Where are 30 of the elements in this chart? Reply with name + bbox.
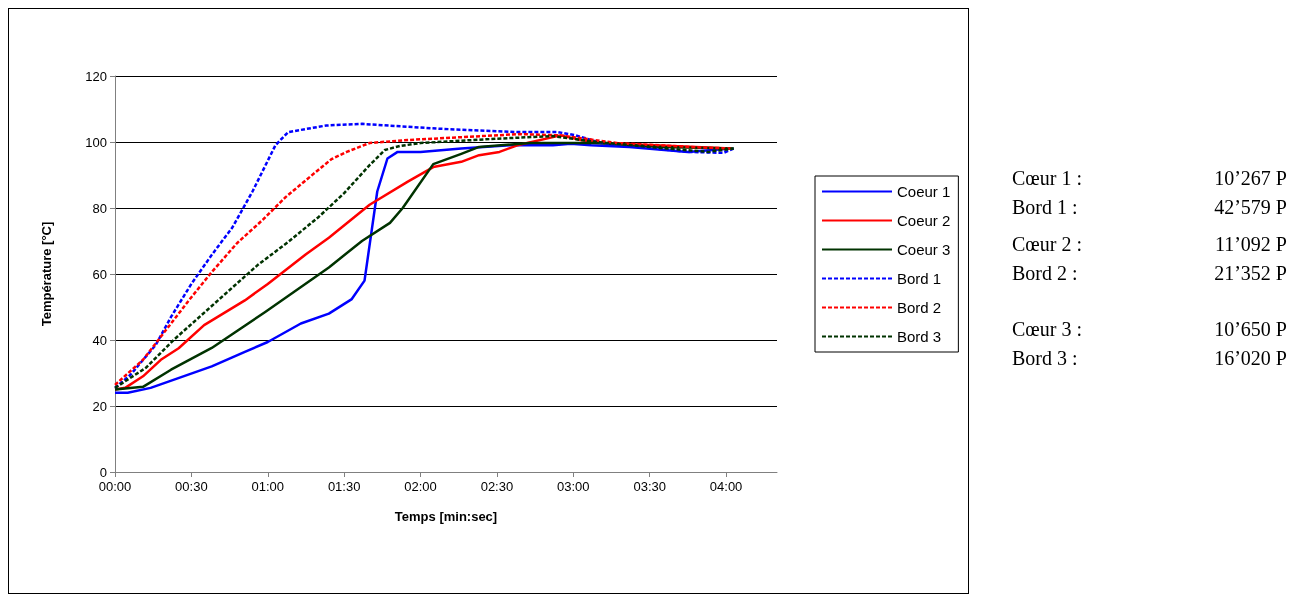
y-tick-label: 100 [85,134,107,150]
y-tick-label: 60 [92,266,107,282]
y-tick-label: 80 [92,200,107,216]
text: Bord 2 : 21’352 P [1012,262,1287,284]
legend-label: Coeur 2 [897,212,951,229]
x-tick-label: 03:30 [633,479,666,494]
text: Cœur 2 : 11’092 P [1012,233,1287,255]
text: Bord 3 : 16’020 P [1012,347,1287,369]
legend-label: Bord 3 [897,328,942,345]
legend-label: Bord 1 [897,270,942,287]
x-tick-label: 01:30 [327,479,361,494]
legend-label: Coeur 1 [897,183,951,200]
x-tick-label: 00:30 [175,479,208,494]
legend-label: Coeur 3 [897,241,951,258]
x-tick-label: 01:00 [251,479,285,494]
y-tick-label: 0 [99,464,107,480]
text: Cœur 3 : 10’650 P [1012,318,1287,340]
x-tick-label: 03:00 [557,479,590,494]
y-tick-label: 20 [92,398,107,414]
y-tick-label: 120 [85,68,107,84]
legend-label: Bord 2 [897,299,942,316]
x-tick-label: 02:30 [480,479,514,494]
y-axis-title: Température [°C] [39,221,54,327]
x-tick-label: 00:00 [98,479,132,494]
text: Bord 1 : 42’579 P [1012,196,1287,218]
x-tick-label: 04:00 [709,479,743,494]
y-tick-label: 40 [92,332,107,348]
x-axis-title: Temps [min:sec] [394,509,498,524]
text: Cœur 1 : 10’267 P [1012,167,1287,189]
x-tick-label: 02:00 [404,479,437,494]
